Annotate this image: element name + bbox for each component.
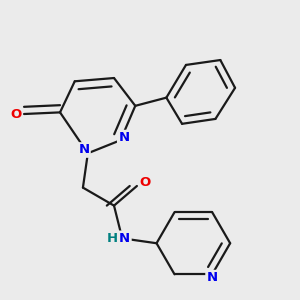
Text: N: N	[119, 232, 130, 245]
Text: N: N	[118, 131, 129, 144]
Text: O: O	[10, 107, 22, 121]
Text: N: N	[207, 271, 218, 284]
Text: N: N	[78, 143, 89, 157]
Text: O: O	[140, 176, 151, 189]
Text: H: H	[107, 232, 118, 245]
